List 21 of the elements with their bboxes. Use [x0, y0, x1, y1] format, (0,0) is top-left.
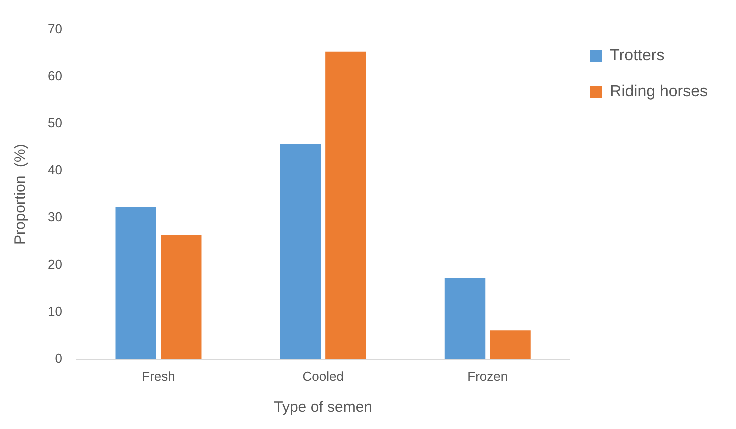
y-axis-title: Proportion (%)	[12, 144, 30, 246]
bar	[326, 52, 366, 360]
legend-label: Riding horses	[610, 83, 708, 100]
legend-label: Trotters	[610, 47, 665, 64]
x-tick-label: Cooled	[302, 368, 344, 384]
x-tick-label: Fresh	[142, 368, 176, 384]
bar	[161, 235, 202, 360]
y-tick-label: 40	[48, 162, 62, 178]
bar	[280, 144, 322, 360]
x-tick-label: Frozen	[468, 368, 508, 384]
y-tick-label: 20	[48, 256, 62, 272]
y-tick-label: 70	[48, 21, 62, 36]
bar	[444, 278, 486, 360]
x-axis-title: Type of semen	[274, 399, 373, 416]
y-tick-label: 50	[48, 116, 62, 131]
y-tick-label: 10	[48, 304, 62, 319]
bar	[490, 330, 531, 360]
y-tick-label: 0	[55, 350, 62, 366]
y-tick-label: 30	[48, 210, 62, 225]
bar	[116, 207, 156, 360]
y-tick-label: 60	[48, 68, 62, 84]
